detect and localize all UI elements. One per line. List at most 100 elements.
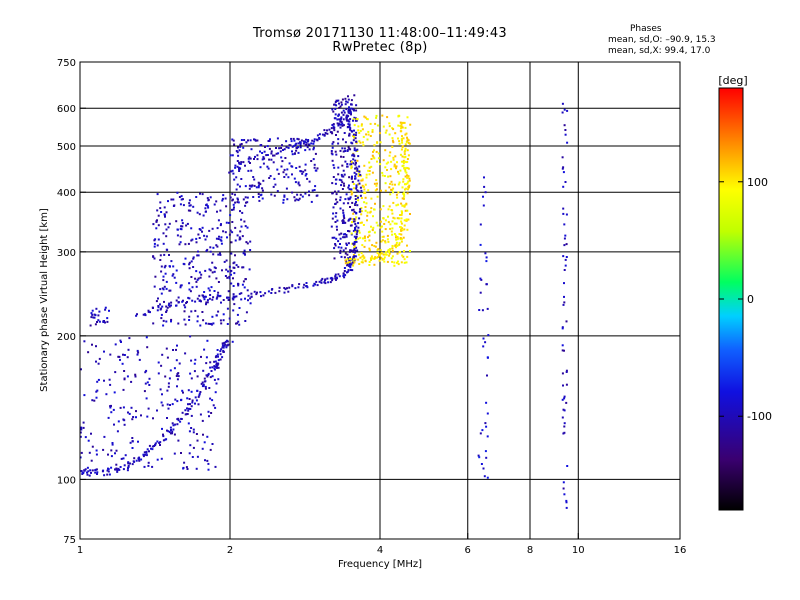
phase-point	[235, 295, 238, 298]
phase-point	[180, 398, 183, 401]
phase-point	[336, 118, 339, 121]
phase-point	[351, 180, 354, 183]
phase-point	[188, 398, 191, 400]
phase-point	[561, 102, 564, 105]
phase-point	[202, 433, 204, 436]
y-tick-label: 600	[57, 104, 76, 115]
phase-point	[223, 341, 226, 344]
phase-point	[244, 297, 246, 300]
phase-point	[346, 119, 349, 122]
phase-point	[342, 236, 345, 239]
phase-point	[364, 196, 367, 199]
phase-point	[261, 152, 264, 154]
phase-point	[256, 154, 259, 157]
phase-point	[367, 169, 370, 172]
phase-point	[483, 176, 485, 179]
phase-point	[379, 132, 381, 135]
phase-point	[406, 192, 409, 195]
phase-point	[253, 184, 256, 187]
phase-point	[406, 228, 409, 231]
phase-point	[108, 309, 110, 312]
phase-point	[220, 242, 223, 245]
phase-point	[384, 253, 387, 256]
phase-point	[242, 280, 245, 283]
phase-point	[342, 182, 345, 185]
phase-point	[170, 429, 172, 431]
phase-point	[192, 266, 195, 268]
phase-point	[409, 123, 412, 126]
phase-point	[406, 136, 408, 139]
phase-point	[191, 238, 194, 241]
phase-point	[190, 427, 193, 429]
phase-point	[219, 319, 222, 322]
phase-point	[182, 262, 185, 265]
phase-point	[128, 337, 131, 340]
phase-point	[485, 456, 488, 459]
phase-point	[486, 435, 489, 438]
phase-point	[314, 185, 317, 188]
phase-point	[199, 413, 202, 416]
phase-point	[202, 369, 205, 372]
phase-point	[318, 137, 321, 140]
phase-point	[403, 193, 406, 196]
phase-point	[394, 132, 397, 135]
phase-point	[95, 345, 97, 348]
phase-point	[397, 115, 400, 118]
phase-point	[349, 206, 351, 208]
phase-point	[228, 275, 231, 278]
phase-point	[350, 167, 353, 170]
phase-point	[291, 173, 293, 176]
phase-point	[303, 140, 306, 143]
phase-point	[373, 144, 376, 147]
phase-point	[565, 383, 568, 386]
phase-point	[384, 189, 387, 192]
phase-point	[348, 259, 351, 262]
phase-point	[353, 242, 356, 245]
phase-point	[243, 252, 246, 255]
phase-point	[209, 294, 212, 296]
phase-point	[285, 187, 288, 190]
phase-point	[96, 473, 98, 475]
phase-point	[217, 281, 220, 283]
phase-point	[104, 306, 107, 309]
phase-point	[199, 192, 201, 195]
phase-point	[291, 150, 293, 153]
phase-point	[195, 399, 198, 402]
phase-point	[406, 167, 409, 169]
phase-point	[348, 230, 351, 233]
phase-point	[402, 121, 405, 124]
phase-point	[341, 188, 344, 190]
phase-point	[360, 179, 363, 182]
phase-point	[187, 296, 190, 299]
phase-point	[331, 153, 334, 156]
phase-point	[138, 358, 141, 361]
phase-point	[228, 171, 231, 174]
phase-point	[320, 281, 323, 284]
phase-point	[241, 266, 244, 269]
phase-point	[344, 247, 347, 250]
phase-point	[331, 192, 334, 195]
phase-point	[367, 130, 370, 133]
phase-point	[337, 138, 340, 141]
phase-point	[103, 350, 105, 353]
phase-point	[353, 258, 355, 261]
phase-point	[165, 309, 168, 312]
phase-point	[354, 175, 357, 178]
phase-point	[242, 161, 245, 164]
phase-point	[164, 215, 166, 218]
phase-point	[335, 276, 338, 279]
phase-point	[173, 452, 176, 455]
phase-point	[122, 457, 125, 460]
phase-point	[381, 258, 384, 261]
phase-point	[273, 194, 276, 197]
phase-point	[161, 393, 163, 396]
phase-point	[303, 283, 306, 286]
phase-point	[379, 253, 381, 256]
phase-point	[131, 437, 134, 439]
phase-point	[291, 153, 294, 156]
phase-point	[195, 285, 198, 288]
phase-point	[222, 194, 225, 197]
phase-point	[312, 142, 315, 145]
phase-point	[564, 129, 567, 131]
phase-point	[363, 188, 366, 191]
